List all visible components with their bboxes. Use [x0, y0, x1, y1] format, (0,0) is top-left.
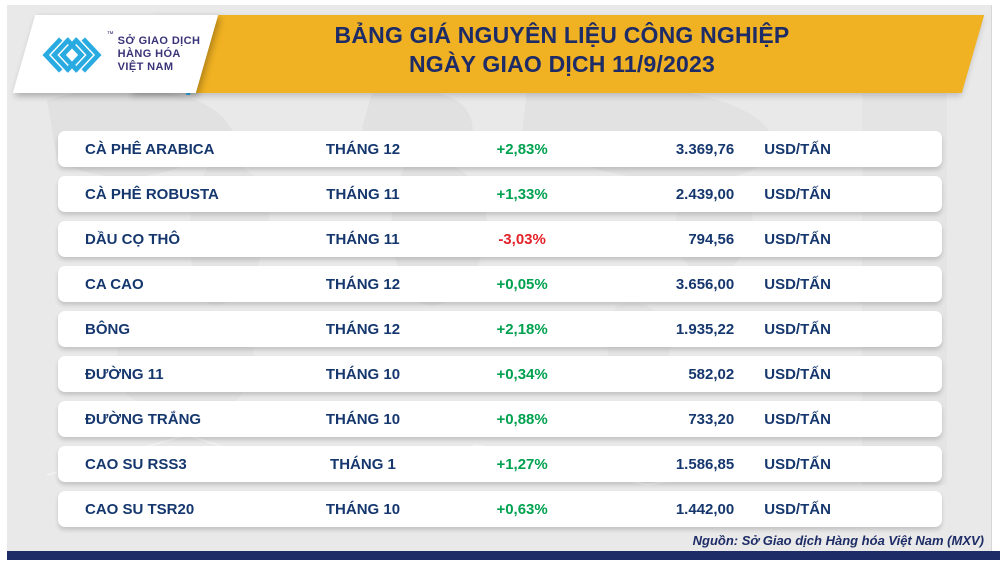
percent-change: +2,83%	[496, 140, 548, 158]
price-value: 1.935,22	[675, 320, 735, 338]
commodity-name: BÔNG	[85, 320, 130, 338]
contract-month: THÁNG 12	[325, 140, 401, 158]
price-value: 3.369,76	[675, 140, 735, 158]
contract-month: THÁNG 10	[325, 365, 401, 383]
page-title-line2: NGÀY GIAO DỊCH 11/9/2023	[408, 51, 716, 77]
trademark-symbol: ™	[106, 31, 114, 38]
price-table-row: ĐƯỜNG TRẮNG THÁNG 10 +0,88% 733,20 USD/T…	[58, 401, 942, 437]
commodity-name: CÀ PHÊ ROBUSTA	[85, 185, 219, 203]
commodity-name: DẦU CỌ THÔ	[85, 230, 180, 248]
commodity-name: CAO SU RSS3	[85, 455, 187, 473]
contract-month: THÁNG 10	[325, 410, 401, 428]
percent-change: +1,27%	[496, 455, 548, 473]
infographic-background: ™ SỞ GIAO DỊCH HÀNG HÓA VIỆT NAM BẢNG GI…	[7, 5, 992, 551]
price-unit: USD/TẤN	[764, 230, 831, 248]
commodity-name: CA CAO	[85, 275, 144, 293]
mxv-logo-plate: ™ SỞ GIAO DỊCH HÀNG HÓA VIỆT NAM	[12, 15, 219, 93]
price-value: 794,56	[688, 230, 735, 248]
price-unit: USD/TẤN	[764, 185, 831, 203]
price-table-row: CÀ PHÊ ARABICA THÁNG 12 +2,83% 3.369,76 …	[58, 131, 942, 167]
commodity-name: CÀ PHÊ ARABICA	[85, 140, 215, 158]
price-unit: USD/TẤN	[764, 500, 831, 518]
contract-month: THÁNG 1	[330, 455, 396, 473]
percent-change: +0,34%	[496, 365, 548, 383]
price-value: 1.442,00	[675, 500, 735, 518]
price-table-row: CA CAO THÁNG 12 +0,05% 3.656,00 USD/TẤN	[58, 266, 942, 302]
percent-change: +0,63%	[496, 500, 548, 518]
bottom-navy-bar	[7, 551, 1000, 560]
mxv-chevron-logo-icon	[42, 37, 102, 73]
commodity-name: ĐƯỜNG 11	[85, 365, 164, 383]
source-attribution: Nguồn: Sở Giao dịch Hàng hóa Việt Nam (M…	[692, 533, 984, 548]
price-unit: USD/TẤN	[764, 410, 831, 428]
price-value: 1.586,85	[675, 455, 735, 473]
price-unit: USD/TẤN	[764, 320, 831, 338]
price-value: 582,02	[688, 365, 735, 383]
page-title-line1: BẢNG GIÁ NGUYÊN LIỆU CÔNG NGHIỆP	[334, 22, 790, 48]
price-table-row: BÔNG THÁNG 12 +2,18% 1.935,22 USD/TẤN	[58, 311, 942, 347]
commodity-name: ĐƯỜNG TRẮNG	[85, 410, 202, 428]
contract-month: THÁNG 11	[326, 185, 400, 203]
price-unit: USD/TẤN	[764, 365, 831, 383]
price-value: 2.439,00	[675, 185, 735, 203]
contract-month: THÁNG 10	[325, 500, 401, 518]
percent-change: +1,33%	[496, 185, 548, 203]
page-title: BẢNG GIÁ NGUYÊN LIỆU CÔNG NGHIỆP NGÀY GI…	[157, 21, 967, 79]
price-table-row: ĐƯỜNG 11 THÁNG 10 +0,34% 582,02 USD/TẤN	[58, 356, 942, 392]
percent-change: +0,05%	[496, 275, 548, 293]
price-unit: USD/TẤN	[764, 455, 831, 473]
price-unit: USD/TẤN	[764, 275, 831, 293]
commodity-name: CAO SU TSR20	[85, 500, 195, 518]
price-value: 3.656,00	[675, 275, 735, 293]
price-value: 733,20	[688, 410, 735, 428]
price-table-row: CAO SU RSS3 THÁNG 1 +1,27% 1.586,85 USD/…	[58, 446, 942, 482]
price-table-row: CAO SU TSR20 THÁNG 10 +0,63% 1.442,00 US…	[58, 491, 942, 527]
price-unit: USD/TẤN	[764, 140, 831, 158]
price-table-row: DẦU CỌ THÔ THÁNG 11 -3,03% 794,56 USD/TẤ…	[58, 221, 942, 257]
percent-change: -3,03%	[498, 230, 546, 248]
contract-month: THÁNG 12	[325, 320, 401, 338]
mxv-logo: ™ SỞ GIAO DỊCH HÀNG HÓA VIỆT NAM	[24, 15, 207, 93]
price-table: CÀ PHÊ ARABICA THÁNG 12 +2,83% 3.369,76 …	[58, 131, 942, 536]
price-table-row: CÀ PHÊ ROBUSTA THÁNG 11 +1,33% 2.439,00 …	[58, 176, 942, 212]
percent-change: +0,88%	[496, 410, 548, 428]
percent-change: +2,18%	[496, 320, 548, 338]
contract-month: THÁNG 11	[326, 230, 400, 248]
contract-month: THÁNG 12	[325, 275, 401, 293]
